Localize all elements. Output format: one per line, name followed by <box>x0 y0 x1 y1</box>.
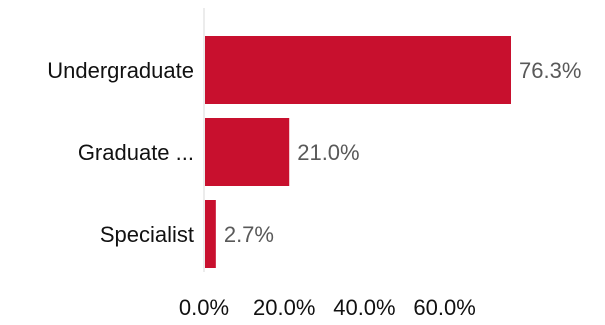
x-tick-label-3: 60.0% <box>413 295 475 320</box>
category-label-1: Graduate ... <box>78 140 194 165</box>
bar-1 <box>205 118 290 186</box>
bar-2 <box>205 200 216 268</box>
x-tick-label-1: 20.0% <box>253 295 315 320</box>
category-label-0: Undergraduate <box>47 58 194 83</box>
value-label-0: 76.3% <box>519 58 581 83</box>
x-tick-label-2: 40.0% <box>333 295 395 320</box>
value-label-2: 2.7% <box>224 222 274 247</box>
bar-0 <box>205 36 511 104</box>
value-label-1: 21.0% <box>297 140 359 165</box>
category-label-2: Specialist <box>100 222 194 247</box>
x-tick-label-0: 0.0% <box>179 295 229 320</box>
